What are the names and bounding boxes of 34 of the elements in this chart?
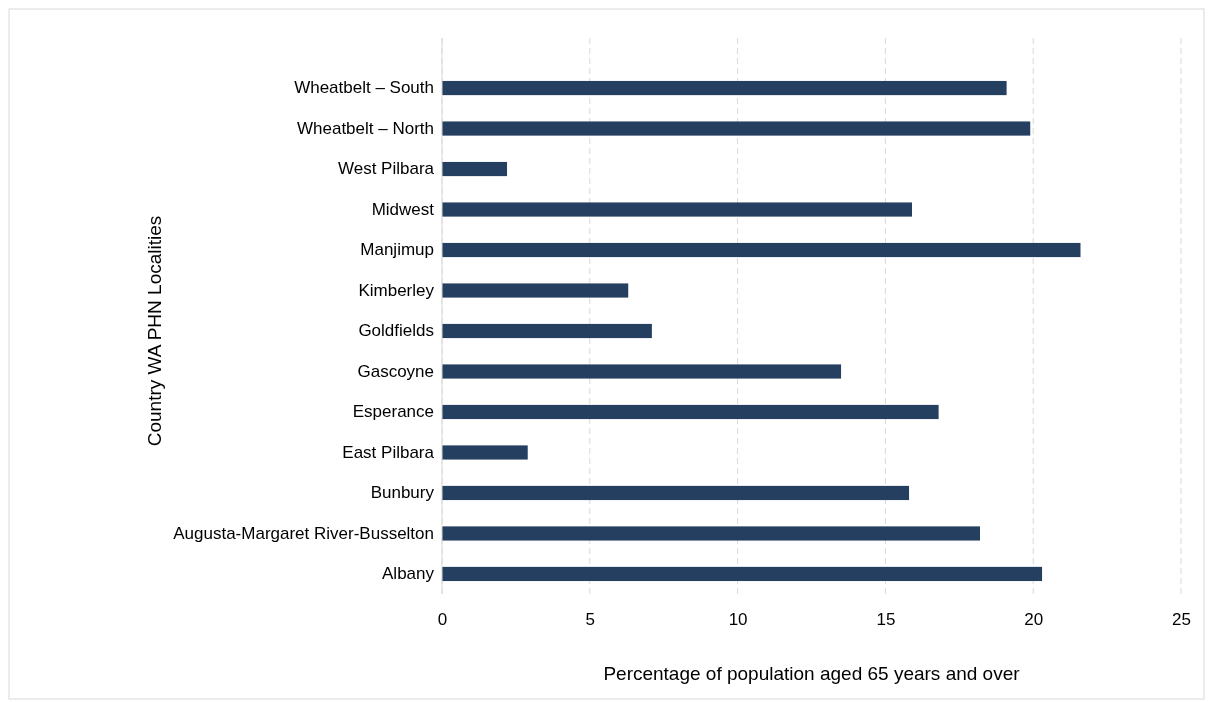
y-tick-label: Wheatbelt – South bbox=[294, 78, 434, 98]
bar bbox=[442, 283, 629, 298]
y-tick-label: East Pilbara bbox=[342, 442, 435, 462]
bar bbox=[442, 161, 508, 177]
y-tick-label: Augusta-Margaret River-Busselton bbox=[173, 523, 434, 543]
bar bbox=[442, 242, 1081, 258]
bar bbox=[442, 323, 652, 339]
bar bbox=[442, 445, 528, 460]
bar bbox=[442, 364, 842, 379]
bar bbox=[442, 80, 1007, 96]
y-tick-label: Wheatbelt – North bbox=[296, 118, 434, 138]
x-tick-label: 5 bbox=[585, 610, 596, 630]
y-tick-label: Esperance bbox=[352, 402, 434, 422]
bar bbox=[442, 485, 910, 501]
y-axis-title: Country WA PHN Localities bbox=[144, 215, 166, 447]
x-tick-label: 10 bbox=[728, 610, 748, 630]
x-axis-title: Percentage of population aged 65 years and over bbox=[603, 663, 1021, 684]
x-tick-label: 20 bbox=[1024, 610, 1044, 630]
y-tick-label: Bunbury bbox=[370, 483, 435, 503]
x-tick-label: 15 bbox=[876, 610, 896, 630]
bar bbox=[442, 526, 980, 541]
bar bbox=[442, 202, 912, 217]
bar bbox=[442, 404, 939, 420]
y-tick-label: Manjimup bbox=[360, 240, 434, 260]
x-tick-label: 0 bbox=[437, 610, 448, 630]
y-tick-label: Gascoyne bbox=[357, 361, 434, 381]
y-tick-label: Kimberley bbox=[358, 280, 435, 300]
y-tick-label: Midwest bbox=[371, 199, 435, 219]
y-tick-label: West Pilbara bbox=[337, 159, 435, 179]
y-tick-label: Goldfields bbox=[358, 321, 434, 341]
bar bbox=[442, 566, 1043, 582]
x-tick-label: 25 bbox=[1172, 610, 1191, 630]
bar bbox=[442, 121, 1031, 136]
y-tick-label: Albany bbox=[382, 564, 435, 584]
